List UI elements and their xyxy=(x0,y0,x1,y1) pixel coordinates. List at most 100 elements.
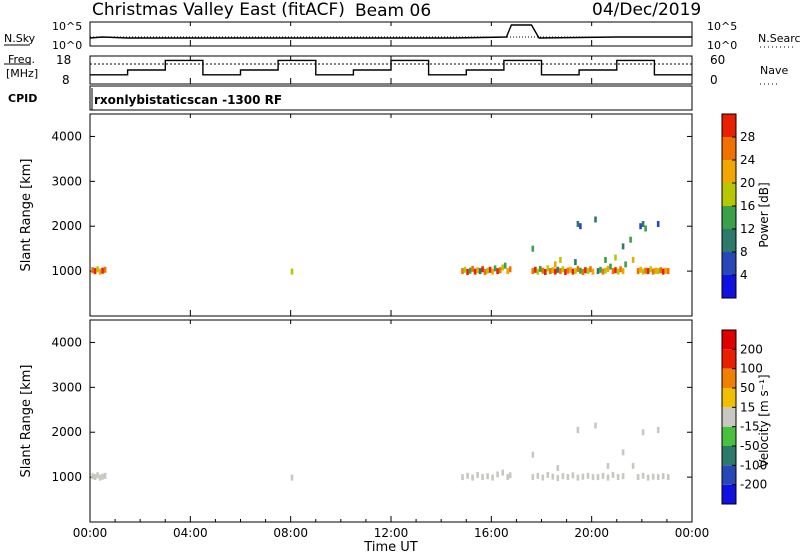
velocity-y-tick-4000: 4000 xyxy=(51,335,82,349)
power-cell xyxy=(604,256,607,263)
power-colorbar-label: Power [dB] xyxy=(757,182,771,247)
freq-series-line xyxy=(90,59,692,76)
power-cell xyxy=(639,266,642,273)
power-cell xyxy=(534,266,537,273)
power-cell xyxy=(96,266,99,273)
velocity-cell xyxy=(601,472,605,479)
power-cell xyxy=(576,221,580,227)
power-cell xyxy=(646,268,650,275)
power-cell xyxy=(488,266,492,273)
power-colorbar-tick-3: 16 xyxy=(740,199,755,213)
velocity-cell xyxy=(616,474,620,481)
velocity-colorbar-tick-5: -50 xyxy=(740,439,760,453)
velocity-cell xyxy=(541,474,545,481)
power-cell xyxy=(601,268,605,275)
velocity-cell xyxy=(481,474,484,481)
velocity-cell xyxy=(96,472,99,479)
power-colorbar-swatch xyxy=(722,183,736,206)
power-cell xyxy=(473,268,477,275)
power-cell xyxy=(544,269,547,275)
x-tick-label-4: 16:00 xyxy=(474,526,509,540)
velocity-cell xyxy=(471,474,474,481)
velocity-cell xyxy=(576,427,580,433)
velocity-cell xyxy=(656,427,660,433)
power-cell xyxy=(591,268,595,275)
power-cell xyxy=(609,263,612,270)
x-tick-label-6: 00:00 xyxy=(675,526,710,540)
power-cell xyxy=(656,221,660,227)
power-cell xyxy=(571,268,575,275)
power-cell xyxy=(621,268,625,275)
velocity-cell xyxy=(501,469,504,476)
power-cell xyxy=(606,265,610,272)
power-cell xyxy=(498,267,502,274)
power-cell xyxy=(481,266,484,273)
velocity-cell xyxy=(636,474,640,481)
power-cell xyxy=(654,267,657,274)
power-cell xyxy=(619,266,622,273)
velocity-cell xyxy=(656,474,660,481)
nsky-series-line xyxy=(89,24,692,39)
power-colorbar-tick-0: 4 xyxy=(740,268,748,282)
x-axis-label: Time UT xyxy=(363,540,417,554)
velocity-cell xyxy=(546,471,550,478)
velocity-cell xyxy=(571,472,575,479)
noise-strip: N.Sky 10^5 10^0 10^5 10^0 N.Search xyxy=(4,20,800,52)
x-tick-label-2: 08:00 xyxy=(273,526,308,540)
velocity-y-tick-3000: 3000 xyxy=(51,380,82,394)
power-cell xyxy=(566,267,570,274)
velocity-cell xyxy=(646,474,650,481)
power-colorbar-swatch xyxy=(722,160,736,183)
velocity-colorbar-tick-3: 15 xyxy=(740,400,755,414)
velocity-colorbar-swatch xyxy=(722,349,736,369)
power-y-tick-1000: 1000 xyxy=(51,264,82,278)
noise-right-bottom-tick: 10^0 xyxy=(707,39,737,52)
nave-top-tick: 60 xyxy=(710,53,725,67)
power-cell xyxy=(101,267,104,274)
noise-left-bottom-tick: 10^0 xyxy=(52,39,82,52)
velocity-cell xyxy=(556,465,560,472)
velocity-cell xyxy=(581,473,585,480)
power-cell xyxy=(554,268,557,275)
power-colorbar-swatch xyxy=(722,229,736,252)
velocity-cell xyxy=(93,474,97,481)
velocity-cell xyxy=(641,472,645,479)
velocity-colorbar-tick-4: -15 xyxy=(740,420,760,434)
power-cell xyxy=(581,269,585,275)
velocity-colorbar-tick-0: 200 xyxy=(740,342,763,356)
power-colorbar-swatch xyxy=(722,114,736,137)
velocity-cell xyxy=(551,473,555,480)
power-cell xyxy=(574,259,577,266)
power-cell xyxy=(531,268,535,275)
freq-strip: Freq. [MHz] 18 8 60 0 Nave xyxy=(4,53,788,87)
power-colorbar-swatch xyxy=(722,206,736,229)
power-cell xyxy=(616,268,620,275)
velocity-cell xyxy=(611,471,615,478)
velocity-colorbar-label: Velocity [m s⁻¹] xyxy=(757,374,771,467)
power-cell xyxy=(629,236,632,243)
velocity-cell xyxy=(531,474,535,481)
power-cell xyxy=(641,268,645,275)
power-cell xyxy=(536,268,540,275)
velocity-cell xyxy=(661,473,665,480)
velocity-cell xyxy=(631,462,635,469)
power-cell xyxy=(476,267,479,274)
power-colorbar-tick-4: 20 xyxy=(740,176,755,190)
velocity-cell xyxy=(596,474,600,481)
power-cell xyxy=(559,268,562,275)
velocity-colorbar-tick-2: 50 xyxy=(740,381,755,395)
power-colorbar-swatch xyxy=(722,137,736,160)
power-cell xyxy=(290,268,294,275)
velocity-cell xyxy=(466,472,469,479)
power-cell xyxy=(579,223,582,230)
power-cell xyxy=(611,268,615,275)
velocity-panel: Slant Range [km] 1000 2000 3000 4000 xyxy=(19,319,693,523)
velocity-cell xyxy=(531,451,535,458)
velocity-colorbar-frame xyxy=(721,329,737,505)
x-tick-label-1: 04:00 xyxy=(173,526,208,540)
power-cell xyxy=(644,267,647,274)
velocity-cell xyxy=(594,422,597,429)
power-cell xyxy=(661,268,665,275)
power-cell xyxy=(506,268,509,275)
